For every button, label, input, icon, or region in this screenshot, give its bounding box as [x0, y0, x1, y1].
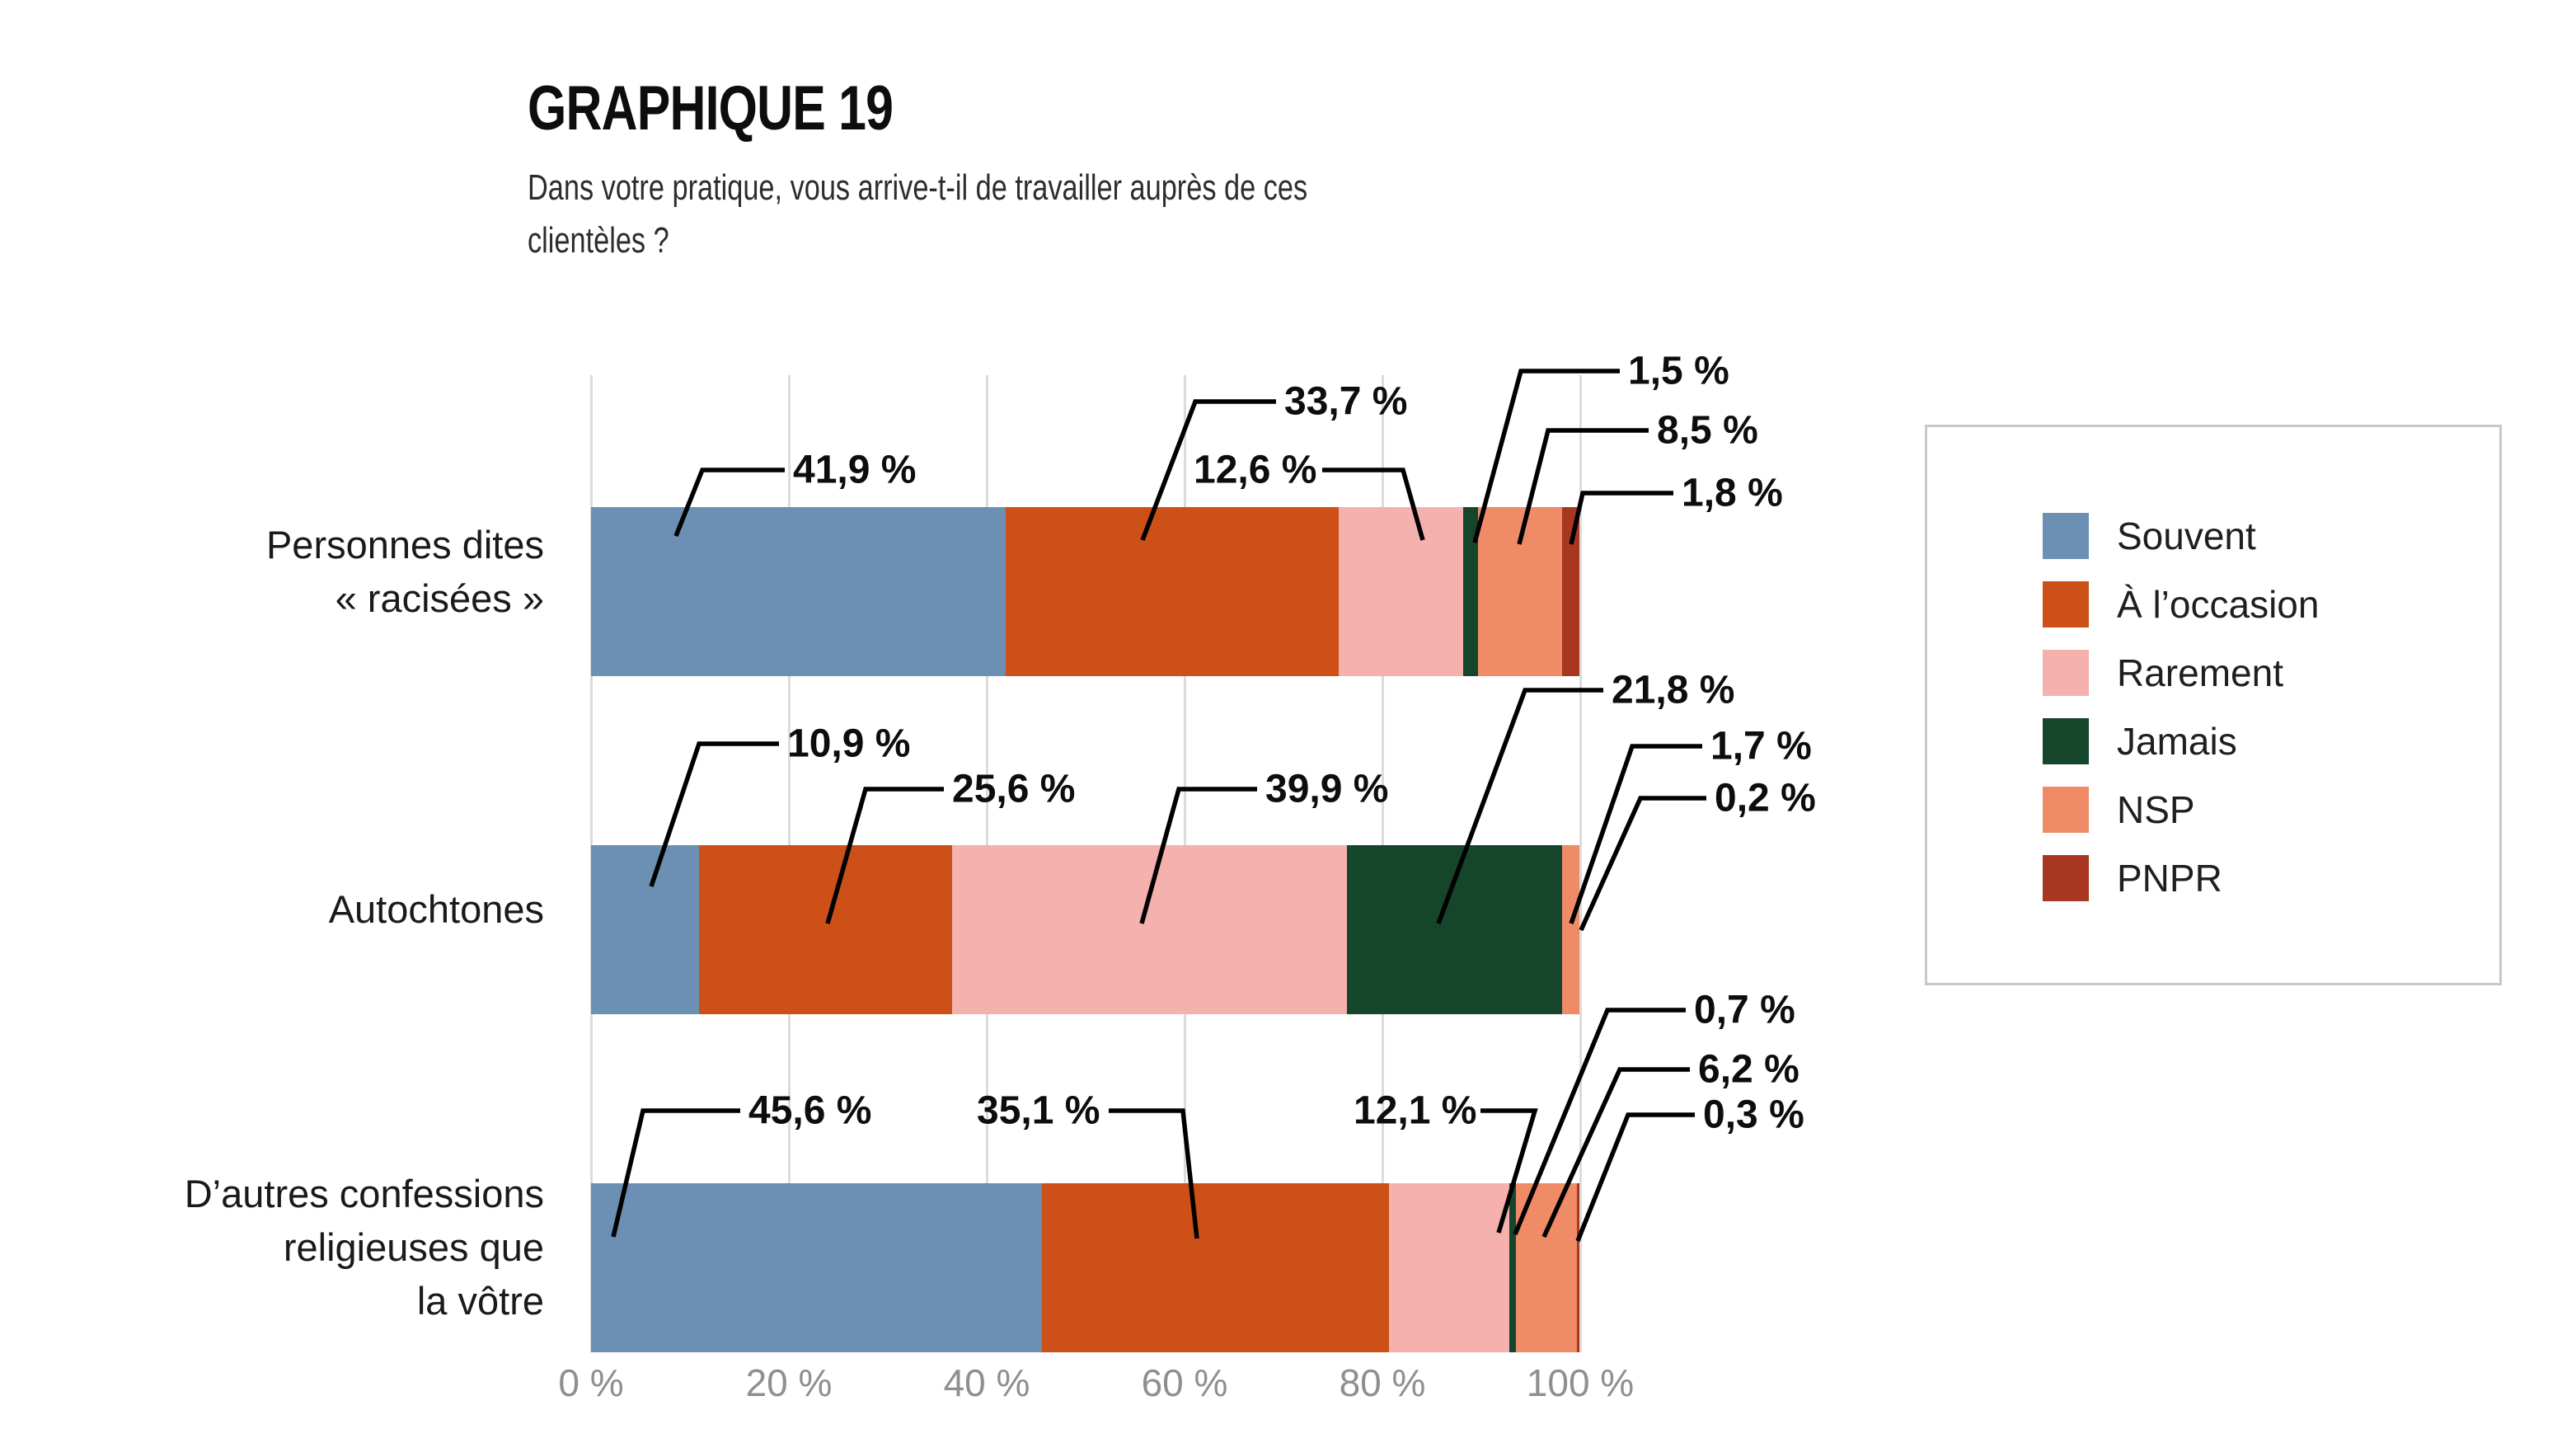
chart-title: GRAPHIQUE 19: [528, 73, 894, 143]
value-label: 1,5 %: [1628, 349, 1729, 393]
bar-segment: [1562, 507, 1580, 676]
category-label-line: D’autres confessions: [184, 1172, 544, 1215]
bar-segment: [1346, 845, 1563, 1014]
category-label-line: Autochtones: [328, 887, 544, 931]
legend-swatch: [2043, 855, 2089, 901]
legend: Souvent À l’occasion Rarement Jamais NSP PNPR: [1925, 425, 2502, 985]
gridline-100-overlay: [1579, 375, 1582, 1352]
value-label: 1,7 %: [1710, 724, 1812, 769]
value-label: 45,6 %: [748, 1088, 872, 1133]
value-label: 21,8 %: [1612, 668, 1735, 712]
bar-segment: [1042, 1183, 1390, 1352]
bar-segment: [951, 845, 1347, 1014]
axis-tick-label: 0 %: [558, 1361, 624, 1404]
value-label: 33,7 %: [1284, 379, 1408, 424]
legend-label: À l’occasion: [2117, 583, 2320, 626]
bar-segment: [1005, 507, 1340, 676]
legend-item: Rarement: [2043, 650, 2499, 696]
value-label: 41,9 %: [793, 448, 917, 492]
bar-segment: [1478, 507, 1563, 676]
value-label: 0,2 %: [1715, 776, 1816, 820]
value-label: 0,7 %: [1694, 988, 1795, 1032]
legend-item: PNPR: [2043, 855, 2499, 901]
bar-row: [591, 845, 1582, 1014]
bar-segment: [1515, 1183, 1578, 1352]
bar-segment: [1577, 1183, 1580, 1352]
legend-swatch: [2043, 787, 2089, 833]
chart-subtitle-line: clientèles ?: [528, 220, 669, 261]
value-label: 12,1 %: [1354, 1088, 1477, 1133]
value-label: 8,5 %: [1657, 408, 1758, 453]
legend-swatch: [2043, 513, 2089, 559]
legend-label: Jamais: [2117, 720, 2237, 763]
bar-segment: [698, 845, 952, 1014]
chart-subtitle-line: Dans votre pratique, vous arrive-t-il de…: [528, 167, 1308, 208]
value-label: 39,9 %: [1265, 767, 1389, 811]
category-label-line: la vôtre: [416, 1279, 544, 1323]
bar-segment: [591, 1183, 1043, 1352]
category-label-line: « racisées »: [335, 576, 544, 620]
legend-swatch: [2043, 718, 2089, 764]
value-label: 10,9 %: [787, 722, 911, 766]
chart-subtitle: Dans votre pratique, vous arrive-t-il de…: [528, 162, 1527, 267]
bar-row: [591, 1183, 1580, 1352]
bar-segment: [1389, 1183, 1509, 1352]
legend-label: PNPR: [2117, 857, 2222, 900]
axis-tick-label: 60 %: [1141, 1361, 1228, 1404]
bar-segment: [591, 845, 699, 1014]
category-label-line: religieuses que: [283, 1225, 544, 1269]
axis-tick-label: 40 %: [943, 1361, 1030, 1404]
bar-row: [591, 507, 1580, 676]
bar-segment: [1562, 845, 1579, 1014]
axis-tick-label: 20 %: [745, 1361, 833, 1404]
legend-swatch: [2043, 650, 2089, 696]
value-label: 12,6 %: [1194, 448, 1317, 492]
bar-segment: [1509, 1183, 1516, 1352]
bar-segment: [591, 507, 1006, 676]
axis-tick-label: 80 %: [1339, 1361, 1426, 1404]
legend-label: Souvent: [2117, 515, 2256, 557]
axis-tick-label: 100 %: [1526, 1361, 1635, 1404]
category-label: D’autres confessions religieuses que la vô…: [185, 1167, 544, 1328]
category-label: Personnes dites « racisées »: [266, 518, 544, 625]
value-label: 35,1 %: [977, 1088, 1100, 1133]
legend-label: Rarement: [2117, 651, 2283, 694]
legend-item: NSP: [2043, 787, 2499, 833]
value-label: 0,3 %: [1703, 1093, 1804, 1137]
value-label: 25,6 %: [952, 767, 1076, 811]
legend-label: NSP: [2117, 788, 2195, 831]
value-label: 1,8 %: [1682, 471, 1783, 515]
legend-item: À l’occasion: [2043, 581, 2499, 627]
value-label: 6,2 %: [1698, 1047, 1799, 1092]
category-label: Autochtones: [329, 882, 544, 936]
legend-swatch: [2043, 581, 2089, 627]
bar-segment: [1339, 507, 1464, 676]
legend-item: Souvent: [2043, 513, 2499, 559]
bar-segment: [1463, 507, 1479, 676]
legend-item: Jamais: [2043, 718, 2499, 764]
category-label-line: Personnes dites: [265, 522, 544, 566]
